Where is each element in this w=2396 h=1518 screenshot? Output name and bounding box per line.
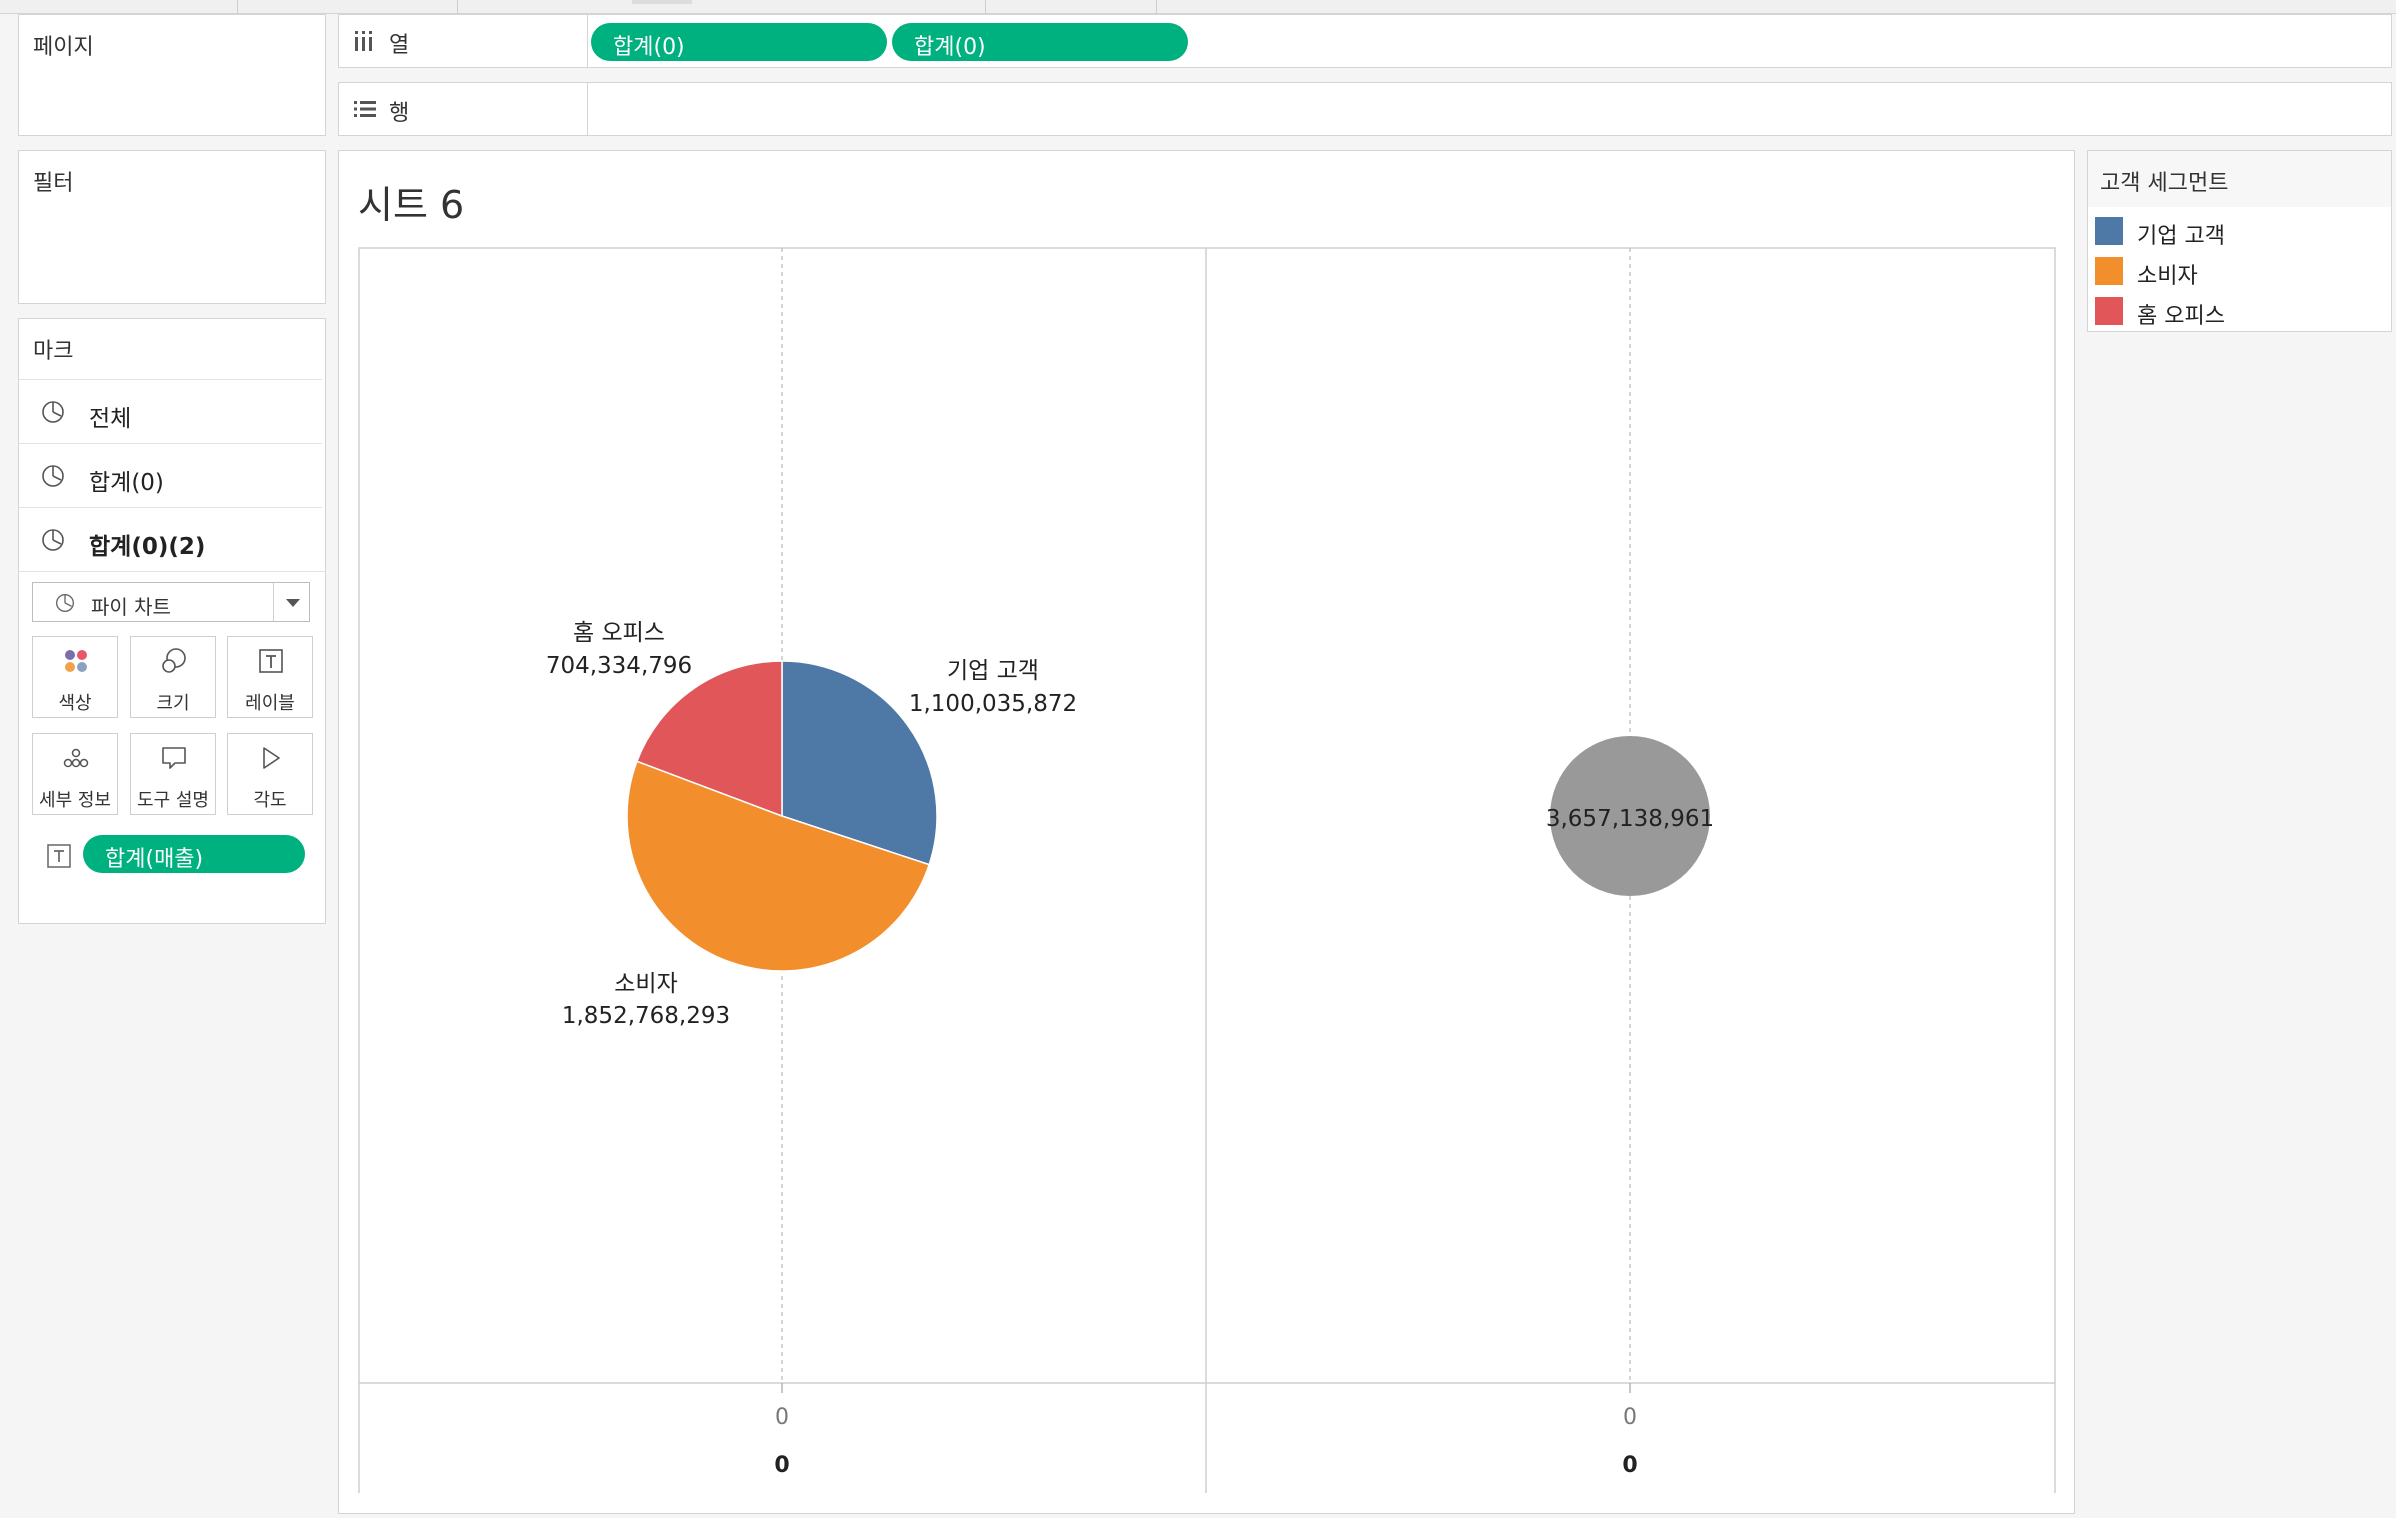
tab-separator xyxy=(457,0,458,14)
marks-row-all[interactable]: 전체 xyxy=(19,379,322,443)
slice-value-label: 1,100,035,872 xyxy=(909,691,1077,717)
label-button[interactable]: 레이블 xyxy=(227,636,313,718)
slice-value-label: 704,334,796 xyxy=(546,653,692,679)
columns-pill-text: 합계(0) xyxy=(613,35,685,60)
legend-item-corporate[interactable]: 기업 고객 xyxy=(2095,215,2375,249)
text-label-icon xyxy=(259,649,283,673)
tooltip-button[interactable]: 도구 설명 xyxy=(130,733,216,815)
angle-button-label: 각도 xyxy=(253,790,287,811)
marks-row-label: 합계(0) xyxy=(89,470,164,496)
color-button[interactable]: 색상 xyxy=(32,636,118,718)
sheet-title: 시트 6 xyxy=(358,183,465,227)
slice-category-label: 홈 오피스 xyxy=(573,620,665,646)
marks-row-label: 합계(0)(2) xyxy=(89,534,206,560)
pie-chart-icon xyxy=(42,401,64,423)
detail-button[interactable]: 세부 정보 xyxy=(32,733,118,815)
tooltip-bubble-icon xyxy=(162,747,186,769)
pie-chart-icon xyxy=(56,594,74,612)
slice-value-label: 1,852,768,293 xyxy=(562,1003,730,1029)
tab-indicator xyxy=(632,0,692,4)
pages-title: 페이지 xyxy=(33,35,94,60)
detail-dots-icon xyxy=(63,748,89,768)
top-tab-strip xyxy=(0,0,2396,14)
axis-title: 0 xyxy=(1622,1453,1637,1478)
tooltip-button-label: 도구 설명 xyxy=(137,790,209,811)
legend-item-label: 홈 오피스 xyxy=(2137,304,2225,329)
legend-item-label: 소비자 xyxy=(2137,264,2198,289)
size-button[interactable]: 크기 xyxy=(130,636,216,718)
slice-category-label: 기업 고객 xyxy=(947,658,1039,684)
pie-chart-icon xyxy=(42,465,64,487)
angle-button[interactable]: 각도 xyxy=(227,733,313,815)
tab-separator xyxy=(1156,0,1157,14)
pie-slice xyxy=(781,660,938,866)
mark-type-dropdown[interactable]: 파이 차트 xyxy=(32,582,310,622)
dropdown-arrow[interactable] xyxy=(273,583,309,621)
slice-value-label: 3,657,138,961 xyxy=(1546,806,1714,832)
columns-shelf[interactable]: 열 합계(0) 합계(0) xyxy=(338,14,2392,68)
color-button-label: 색상 xyxy=(58,693,92,714)
text-label-icon xyxy=(47,844,71,868)
plot-frame xyxy=(358,247,2056,1384)
marks-divider xyxy=(19,571,325,572)
pie-chart-icon xyxy=(42,529,64,551)
legend-swatch xyxy=(2095,297,2123,325)
color-dots-icon xyxy=(65,650,87,672)
axis-tick-label: 0 xyxy=(775,1405,789,1430)
shelf-divider xyxy=(587,83,588,135)
columns-pill-1[interactable]: 합계(0) xyxy=(591,23,887,61)
pie-slice xyxy=(636,660,783,818)
label-button-label: 레이블 xyxy=(245,693,295,714)
label-field-pill[interactable]: 합계(매출) xyxy=(83,835,305,873)
columns-pill-text: 합계(0) xyxy=(914,35,986,60)
filters-title: 필터 xyxy=(33,171,74,196)
pages-card[interactable]: 페이지 xyxy=(18,14,326,136)
filters-card[interactable]: 필터 xyxy=(18,150,326,304)
slice-category-label: 소비자 xyxy=(614,971,677,997)
legend-card: 고객 세그먼트 기업 고객 소비자 홈 오피스 xyxy=(2087,150,2392,332)
pie-slice xyxy=(1550,736,1710,896)
tab-separator xyxy=(985,0,986,14)
legend-item-label: 기업 고객 xyxy=(2137,224,2225,249)
marks-row-label: 전체 xyxy=(89,406,132,432)
marks-row-sum0[interactable]: 합계(0) xyxy=(19,443,322,507)
tab-separator xyxy=(237,0,238,14)
shelf-divider xyxy=(587,15,588,67)
marks-row-sum0-2[interactable]: 합계(0)(2) xyxy=(19,507,322,571)
rows-shelf[interactable]: 행 xyxy=(338,82,2392,136)
columns-pill-2[interactable]: 합계(0) xyxy=(892,23,1188,61)
marks-card: 마크 전체 합계(0) 합계(0)(2) 파이 차트 xyxy=(18,318,326,924)
detail-button-label: 세부 정보 xyxy=(39,790,111,811)
rows-icon xyxy=(354,101,376,117)
label-field-pill-text: 합계(매출) xyxy=(105,847,204,872)
columns-label: 열 xyxy=(389,33,410,58)
legend-item-consumer[interactable]: 소비자 xyxy=(2095,255,2375,289)
legend-title: 고객 세그먼트 xyxy=(2100,171,2229,196)
size-circles-icon xyxy=(162,648,186,673)
axis-title: 0 xyxy=(774,1453,789,1478)
rows-label: 행 xyxy=(389,101,410,126)
columns-icon xyxy=(355,31,372,51)
pie-slice xyxy=(626,760,931,972)
mark-type-label: 파이 차트 xyxy=(91,595,171,619)
angle-icon xyxy=(263,747,280,769)
chevron-down-icon xyxy=(286,599,300,607)
legend-swatch xyxy=(2095,257,2123,285)
axis-tick-label: 0 xyxy=(1623,1405,1637,1430)
legend-header xyxy=(2088,151,2391,207)
marks-title: 마크 xyxy=(33,339,74,364)
legend-swatch xyxy=(2095,217,2123,245)
legend-item-home-office[interactable]: 홈 오피스 xyxy=(2095,295,2375,329)
size-button-label: 크기 xyxy=(156,693,190,714)
